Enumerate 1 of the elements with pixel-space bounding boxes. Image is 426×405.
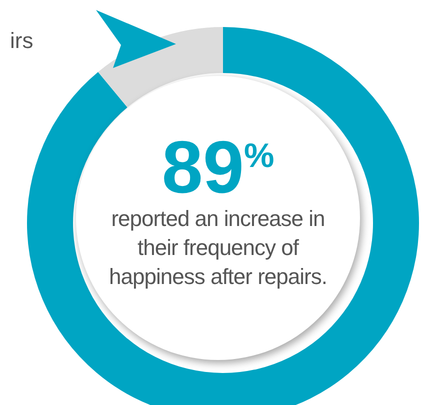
text: irs (10, 28, 34, 54)
